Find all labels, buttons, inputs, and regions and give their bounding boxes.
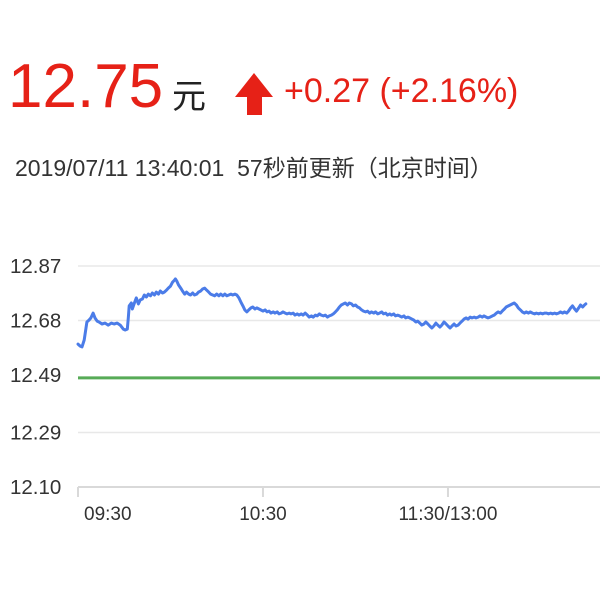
y-axis-label: 12.49 (10, 364, 61, 387)
price-line (76, 277, 588, 349)
intraday-chart: 12.87 12.68 12.49 12.29 12.10 09:30 10:30 11:30… (10, 255, 600, 525)
y-axis-label: 12.10 (10, 476, 61, 499)
y-axis-label: 12.29 (10, 421, 61, 444)
x-axis-label: 11:30/13:00 (398, 504, 497, 525)
update-timestamp: 2019/07/11 13:40:01 57秒前更新（北京时间） (15, 155, 493, 181)
current-price: 12.75 (8, 52, 164, 121)
price-change: +0.27 (+2.16%) (284, 72, 519, 110)
y-axis-label: 12.68 (10, 310, 61, 333)
up-arrow-stem (247, 96, 262, 115)
x-axis-label: 10:30 (239, 504, 287, 525)
currency-unit: 元 (172, 78, 206, 116)
up-arrow-head (235, 73, 273, 97)
up-arrow-icon (235, 73, 273, 115)
x-axis-label: 09:30 (84, 504, 132, 525)
y-axis-label: 12.87 (10, 255, 61, 278)
